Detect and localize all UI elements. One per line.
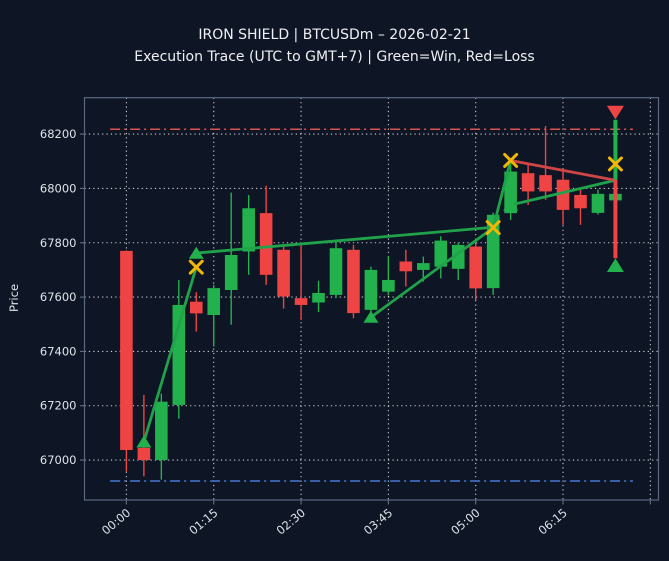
candle: [574, 188, 587, 225]
trade-line-win: [510, 178, 616, 207]
entry-triangle-icon: [503, 198, 519, 211]
trade-line-loss: [510, 159, 616, 182]
y-tick-label: 67600: [40, 290, 77, 304]
candle: [469, 244, 483, 301]
candle: [521, 164, 535, 205]
candles: [120, 125, 622, 480]
sell-signal-icon: [606, 105, 624, 120]
candle: [504, 159, 517, 220]
chart-title-block: IRON SHIELD | BTCUSDm – 2026-02-21 Execu…: [0, 24, 669, 68]
chart-subtitle: Execution Trace (UTC to GMT+7) | Green=W…: [134, 49, 535, 65]
entry-markers: [136, 198, 519, 448]
exit-x-icon: [188, 259, 204, 275]
candle: [172, 279, 186, 419]
candle: [189, 292, 203, 332]
exit-x-icon: [503, 152, 519, 168]
y-tick-label: 67200: [40, 399, 77, 413]
trade-line-win: [196, 225, 494, 255]
x-tick-label: 01:15: [186, 506, 220, 538]
candle: [329, 241, 343, 299]
candle: [207, 284, 221, 347]
trade-line-win: [142, 266, 198, 443]
candle: [312, 280, 325, 313]
final-signal-bracket: [606, 105, 624, 272]
y-tick-label: 67400: [40, 344, 77, 358]
y-tick-label: 68000: [40, 181, 77, 195]
y-tick-label: 67000: [40, 453, 77, 467]
candle: [364, 266, 378, 314]
candle: [277, 244, 290, 309]
entry-triangle-icon: [136, 435, 152, 448]
entry-triangle-icon: [188, 246, 204, 259]
chart-title: IRON SHIELD | BTCUSDm – 2026-02-21: [198, 27, 471, 43]
buy-signal-icon: [606, 258, 624, 272]
exit-markers: [188, 152, 623, 275]
candle: [382, 256, 395, 295]
y-tick-label: 67800: [40, 236, 77, 250]
candle: [242, 194, 255, 275]
candle: [451, 242, 465, 280]
x-tick-label: 06:15: [536, 506, 570, 538]
candle: [591, 189, 605, 215]
candle: [434, 236, 448, 279]
candle: [294, 242, 308, 320]
x-tick-label: 03:45: [361, 506, 395, 538]
plot-frame: [83, 97, 660, 501]
candle: [224, 192, 238, 325]
candle: [556, 169, 570, 225]
trade-lines: [142, 159, 616, 443]
candle: [347, 244, 360, 319]
entry-triangle-icon: [363, 310, 379, 323]
candle: [259, 185, 273, 285]
candle: [120, 250, 133, 472]
exit-x-icon: [607, 156, 623, 172]
y-axis-label: Price: [7, 283, 21, 313]
candle: [539, 125, 552, 200]
candle: [399, 249, 413, 287]
trade-line-win: [491, 160, 512, 229]
x-tick-label: 02:30: [274, 506, 308, 538]
frame: [83, 97, 660, 501]
x-tick-label: 05:00: [448, 506, 482, 538]
candle: [155, 393, 168, 480]
exit-x-icon: [485, 220, 501, 236]
x-tick-label: 00:00: [99, 506, 133, 538]
trade-line-win: [370, 226, 494, 319]
y-tick-label: 68200: [40, 127, 77, 141]
